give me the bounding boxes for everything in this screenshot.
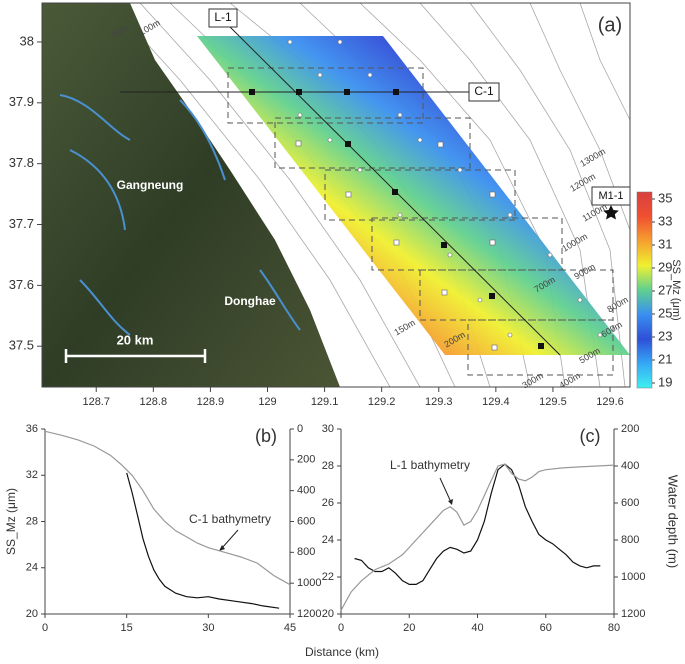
y2-tick-label: 800 [621, 534, 639, 546]
scale-bar-label: 20 km [117, 332, 154, 347]
map-frame [41, 2, 631, 388]
colorbar-tick-label: 21 [658, 351, 672, 366]
y2-tick-label: 400 [297, 485, 315, 497]
y2-axis-label: Water depth (m) [666, 475, 681, 568]
survey-boxes [227, 67, 614, 376]
y-tick-label: 22 [322, 571, 334, 583]
y-axis-label: SS_Mz (μm) [4, 488, 18, 555]
x-tick-label: 15 [121, 622, 133, 634]
x-tick-label: 129.3 [425, 396, 453, 408]
y-tick-label: 20 [26, 608, 38, 620]
y-tick-label: 36 [26, 423, 38, 435]
y2-tick-label: 1000 [297, 577, 321, 589]
x-tick-label: 129.4 [482, 396, 510, 408]
colorbar-tick-label: 19 [658, 374, 672, 389]
colorbar-tick-label: 25 [658, 305, 672, 320]
x-tick-label: 129.6 [596, 396, 624, 408]
colorbar-tick-label: 29 [658, 259, 672, 274]
map-panel [41, 2, 653, 389]
annotation: C-1 bathymetry [189, 512, 271, 526]
y-tick-label: 24 [26, 562, 38, 574]
panel-label: (a) [598, 14, 622, 36]
place-label: Donghae [224, 294, 276, 308]
x-tick-label: 45 [284, 622, 296, 634]
label-box [208, 8, 238, 28]
y-tick-label: 37.8 [9, 155, 34, 170]
y2-tick-label: 1200 [621, 608, 645, 620]
y-tick-label: 37.7 [9, 216, 34, 231]
y2-tick-label: 200 [297, 454, 315, 466]
colorbar-tick-label: 35 [658, 190, 672, 205]
colorbar-tick-label: 23 [658, 328, 672, 343]
bathymetry-line [340, 463, 615, 611]
x-tick-label: 30 [202, 622, 214, 634]
panel-label: (c) [580, 426, 601, 446]
y2-tick-label: 800 [297, 546, 315, 558]
y2-tick-label: 600 [297, 515, 315, 527]
place-label: Gangneung [117, 178, 184, 192]
satellite-land [42, 3, 340, 387]
panel-label: (b) [255, 426, 277, 446]
transect-label: L-1 [214, 10, 232, 24]
colorbar-tick-label: 27 [658, 282, 672, 297]
y-tick-label: 24 [322, 534, 334, 546]
x-tick-label: 20 [403, 622, 415, 634]
label-box [468, 82, 500, 102]
arrow-head [219, 545, 225, 551]
x-tick-label: 128.9 [197, 396, 225, 408]
x-tick-label: 80 [608, 622, 620, 634]
x-tick-label: 128.7 [82, 396, 110, 408]
grain-size-line [354, 463, 601, 585]
y-tick-label: 28 [26, 515, 38, 527]
colorbar [636, 191, 653, 389]
grain-size-field [197, 36, 630, 355]
y-tick-label: 20 [322, 608, 334, 620]
samples [287, 39, 603, 351]
arrow-head [448, 499, 453, 505]
y2-tick-label: 0 [297, 423, 303, 435]
x-tick-label: 60 [540, 622, 552, 634]
bathymetry-line [44, 430, 291, 586]
x-tick-label: 0 [338, 622, 344, 634]
station-star [603, 205, 619, 220]
x-tick-label: 129.5 [539, 396, 567, 408]
stations [249, 89, 544, 349]
annotation-arrow [221, 529, 239, 549]
y-tick-label: 37.5 [9, 338, 34, 353]
rivers [59, 94, 301, 336]
y2-tick-label: 600 [621, 497, 639, 509]
transect-label: C-1 [474, 84, 494, 98]
grain-size-line [126, 472, 280, 609]
y-tick-label: 38 [20, 33, 34, 48]
x-tick-label: 128.8 [140, 396, 168, 408]
y-tick-label: 30 [322, 423, 334, 435]
y2-tick-label: 200 [621, 423, 639, 435]
station-label: M1-1 [598, 190, 623, 202]
colorbar-tick-label: 31 [658, 236, 672, 251]
y-tick-label: 26 [322, 497, 334, 509]
annotation: L-1 bathymetry [390, 458, 470, 472]
y-tick-label: 28 [322, 460, 334, 472]
x-tick-label: 129 [258, 396, 276, 408]
x-axis-label: Distance (km) [305, 645, 379, 659]
y2-tick-label: 1200 [297, 608, 321, 620]
x-tick-label: 0 [42, 622, 48, 634]
colorbar-tick-label: 33 [658, 213, 672, 228]
colorbar-label: SS_Mz (μm) [670, 259, 682, 320]
y-tick-label: 37.6 [9, 277, 34, 292]
transect-l1 [224, 21, 561, 356]
x-tick-label: 40 [471, 622, 483, 634]
y2-tick-label: 400 [621, 460, 639, 472]
x-tick-label: 129.1 [311, 396, 339, 408]
y2-tick-label: 1000 [621, 571, 645, 583]
y-tick-label: 37.9 [9, 94, 34, 109]
annotation-arrow [439, 477, 451, 501]
x-tick-label: 129.2 [368, 396, 396, 408]
y-tick-label: 32 [26, 469, 38, 481]
axis-frame [340, 429, 615, 615]
